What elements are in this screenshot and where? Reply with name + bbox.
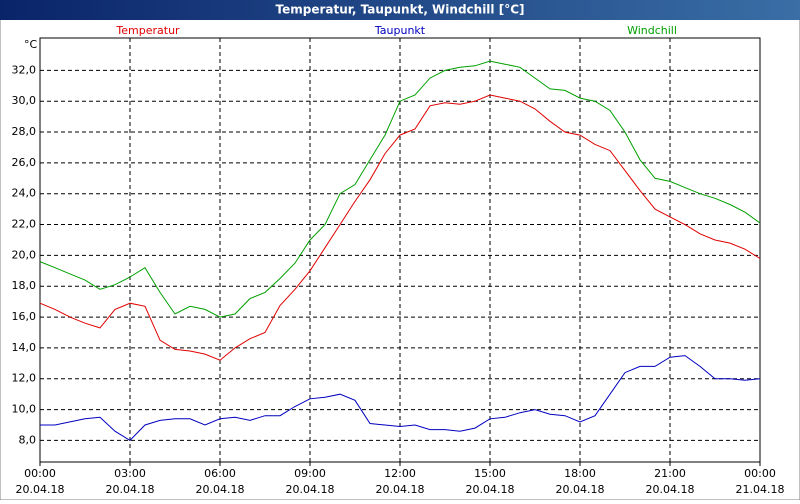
x-tick-date: 20.04.18 xyxy=(556,483,605,496)
x-tick-label: 03:00 xyxy=(114,467,146,480)
x-tick-label: 09:00 xyxy=(294,467,326,480)
legend-entry: Temperatur xyxy=(115,24,180,37)
series-line xyxy=(39,94,761,361)
x-tick-label: 21:00 xyxy=(654,467,686,480)
y-tick-label: 24,0 xyxy=(12,187,37,200)
x-tick-label: 15:00 xyxy=(474,467,506,480)
x-tick-date: 20.04.18 xyxy=(646,483,695,496)
y-tick-label: 14,0 xyxy=(12,341,37,354)
y-tick-label: 20,0 xyxy=(12,248,37,261)
y-unit: °C xyxy=(24,38,38,51)
x-tick-date: 20.04.18 xyxy=(376,483,425,496)
series-line xyxy=(40,355,761,442)
series-line xyxy=(39,60,761,318)
legend-entry: Windchill xyxy=(627,24,677,37)
x-tick-date: 20.04.18 xyxy=(466,483,515,496)
x-tick-label: 12:00 xyxy=(384,467,416,480)
y-tick-label: 32,0 xyxy=(12,63,37,76)
y-tick-label: 12,0 xyxy=(12,372,37,385)
x-tick-label: 00:00 xyxy=(744,467,776,480)
legend-entry: Taupunkt xyxy=(374,24,426,37)
y-tick-label: 18,0 xyxy=(12,279,37,292)
chart-title: Temperatur, Taupunkt, Windchill [°C] xyxy=(276,3,525,17)
x-tick-date: 20.04.18 xyxy=(196,483,245,496)
x-tick-label: 06:00 xyxy=(204,467,236,480)
y-tick-label: 16,0 xyxy=(12,310,37,323)
x-tick-date: 20.04.18 xyxy=(16,483,65,496)
y-tick-label: 10,0 xyxy=(12,403,37,416)
x-tick-date: 20.04.18 xyxy=(106,483,155,496)
title-bar xyxy=(0,0,800,20)
x-tick-label: 00:00 xyxy=(24,467,56,480)
x-tick-date: 20.04.18 xyxy=(286,483,335,496)
y-tick-label: 26,0 xyxy=(12,156,37,169)
y-tick-label: 8,0 xyxy=(19,433,37,446)
y-tick-label: 22,0 xyxy=(12,218,37,231)
y-tick-label: 30,0 xyxy=(12,94,37,107)
y-tick-label: 28,0 xyxy=(12,125,37,138)
x-tick-date: 21.04.18 xyxy=(736,483,785,496)
x-tick-label: 18:00 xyxy=(564,467,596,480)
